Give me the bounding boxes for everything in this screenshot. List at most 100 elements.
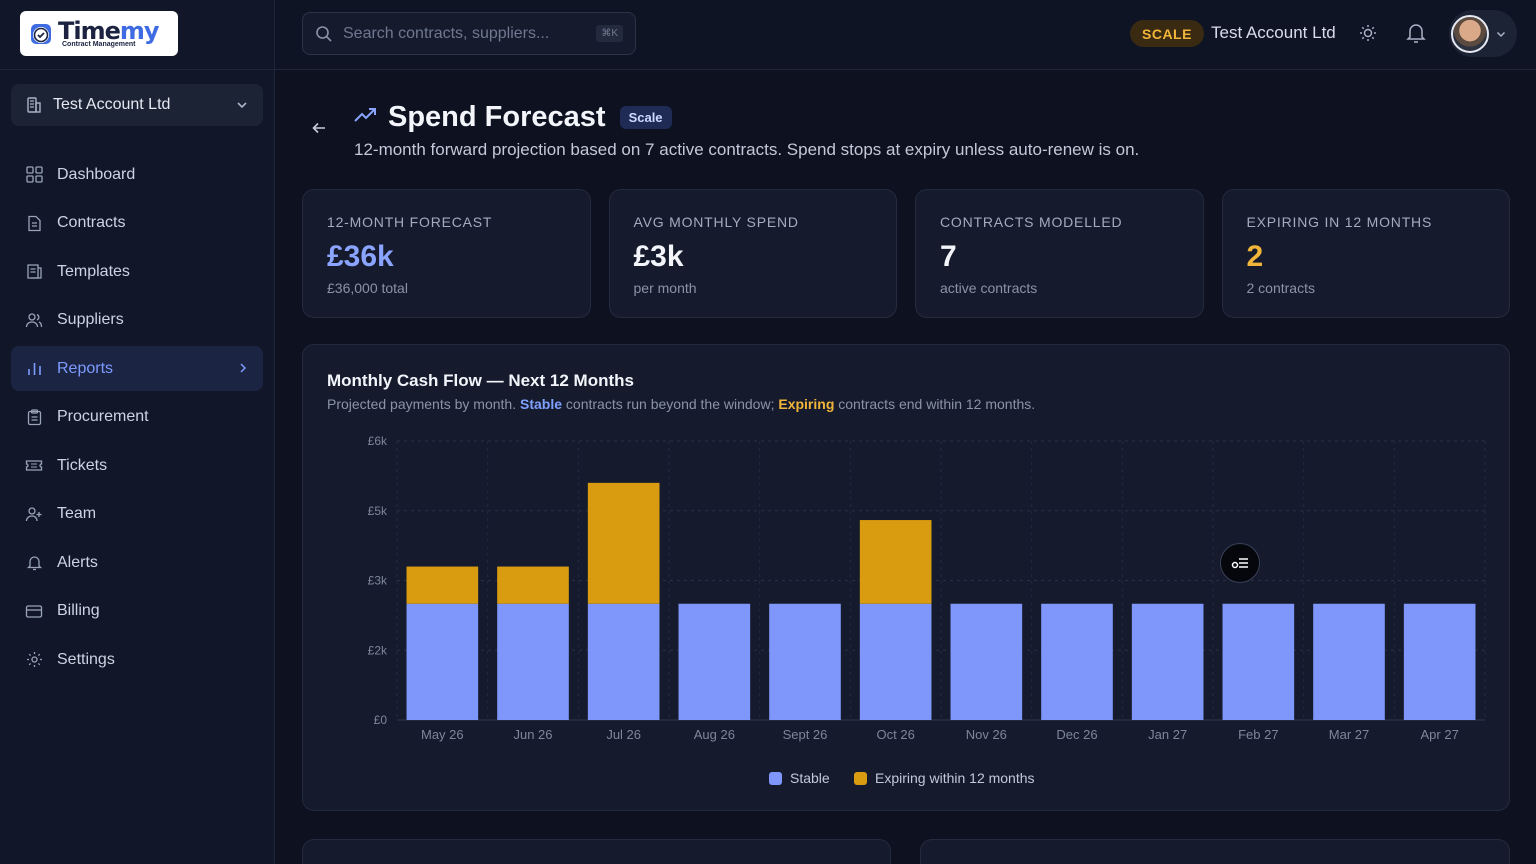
bar-stable — [859, 603, 932, 720]
topbar-account-name: Test Account Ltd — [1211, 23, 1336, 42]
chevron-right-icon — [237, 361, 249, 377]
summary-cards: 12-MONTH FORECAST £36k £36,000 total AVG… — [302, 189, 1510, 318]
ticket-icon — [25, 457, 43, 475]
stat-value: 7 — [940, 240, 957, 273]
page-subtitle: 12-month forward projection based on 7 a… — [354, 140, 1140, 159]
x-tick-label: Nov 26 — [966, 727, 1007, 742]
plan-badge: SCALE — [1130, 20, 1204, 47]
bottom-card-left — [302, 839, 891, 864]
y-tick-label: £0 — [374, 713, 388, 727]
bar-stable — [497, 603, 569, 720]
bar-expiring — [859, 520, 932, 604]
card-icon — [25, 602, 43, 620]
back-arrow-icon[interactable] — [311, 119, 327, 142]
sidebar-item-settings[interactable]: Settings — [11, 637, 263, 682]
user-menu-button[interactable] — [1449, 10, 1517, 57]
search-shortcut-hint: ⌘K — [596, 25, 623, 42]
legend-label: Expiring within 12 months — [875, 770, 1035, 786]
bar-expiring — [587, 482, 660, 604]
users-icon — [25, 311, 43, 329]
sidebar-item-dashboard[interactable]: Dashboard — [11, 152, 263, 197]
legend-swatch — [769, 772, 782, 785]
x-tick-label: May 26 — [421, 727, 464, 742]
bar-stable — [678, 603, 751, 720]
stat-label: CONTRACTS MODELLED — [940, 214, 1123, 230]
stat-value: £3k — [633, 240, 684, 273]
x-tick-label: Jan 27 — [1148, 727, 1187, 742]
sidebar-item-billing[interactable]: Billing — [11, 589, 263, 634]
gear-icon — [25, 651, 43, 669]
sidebar-item-label: Reports — [57, 359, 114, 377]
topbar: ⌘K SCALE Test Account Ltd — [275, 0, 1536, 70]
main-content: Spend Forecast Scale 12-month forward pr… — [275, 71, 1536, 864]
sidebar-item-team[interactable]: Team — [11, 492, 263, 537]
stat-value: 2 — [1246, 240, 1264, 273]
y-tick-label: £2k — [368, 643, 388, 657]
sidebar-item-alerts[interactable]: Alerts — [11, 540, 263, 585]
bar-stable — [1403, 603, 1476, 720]
search-box[interactable]: ⌘K — [302, 12, 636, 55]
x-tick-label: Oct 26 — [877, 727, 915, 742]
stat-subtext: 2 contracts — [1246, 280, 1315, 296]
logo-wordmark: Timemy — [58, 17, 160, 45]
stat-card-forecast: 12-MONTH FORECAST £36k £36,000 total — [302, 189, 591, 318]
chart-title: Monthly Cash Flow — Next 12 Months — [327, 371, 634, 390]
clipboard-icon — [25, 408, 43, 426]
legend-label: Stable — [790, 770, 830, 786]
stat-card-avg-monthly: AVG MONTHLY SPEND £3k per month — [608, 189, 897, 318]
sidebar-item-suppliers[interactable]: Suppliers — [11, 298, 263, 343]
sidebar-item-label: Billing — [57, 602, 100, 619]
bar-stable — [769, 603, 841, 720]
bar-stable — [406, 603, 479, 720]
account-switcher[interactable]: Test Account Ltd — [11, 84, 263, 126]
avatar — [1451, 14, 1489, 53]
sidebar-item-tickets[interactable]: Tickets — [11, 443, 263, 488]
sidebar-item-procurement[interactable]: Procurement — [11, 395, 263, 440]
x-tick-label: Sept 26 — [783, 727, 828, 742]
sidebar-item-label: Alerts — [57, 553, 98, 571]
sidebar-item-label: Templates — [57, 262, 130, 280]
x-tick-label: Jul 26 — [606, 727, 641, 742]
sidebar-nav: Dashboard Contracts Templates Suppliers … — [0, 152, 274, 682]
search-input[interactable] — [343, 24, 587, 43]
bar-stable — [1131, 603, 1204, 720]
stat-subtext: active contracts — [940, 280, 1038, 296]
logo-check-icon — [31, 23, 51, 44]
x-tick-label: Jun 26 — [513, 727, 552, 742]
sidebar-item-label: Settings — [57, 650, 115, 668]
stat-subtext: per month — [633, 280, 697, 296]
grid-icon — [25, 166, 43, 184]
app-logo[interactable]: Timemy Contract Management — [20, 11, 178, 56]
sidebar-item-label: Contracts — [57, 214, 126, 231]
chevron-down-icon — [237, 102, 247, 109]
theme-toggle-sun-icon[interactable] — [1357, 22, 1379, 44]
stat-card-contracts-modelled: CONTRACTS MODELLED 7 active contracts — [915, 189, 1204, 318]
sidebar-item-contracts[interactable]: Contracts — [11, 201, 263, 246]
floating-menu-button[interactable] — [1220, 543, 1260, 583]
user-plus-icon — [25, 505, 43, 523]
expiring-keyword: Expiring — [778, 396, 835, 412]
account-name: Test Account Ltd — [53, 96, 171, 113]
x-tick-label: Apr 27 — [1421, 727, 1459, 742]
bar-stable — [1041, 603, 1113, 720]
stat-label: AVG MONTHLY SPEND — [633, 214, 799, 230]
sidebar-item-reports[interactable]: Reports — [11, 346, 263, 391]
notifications-bell-icon[interactable] — [1405, 22, 1427, 44]
bar-chart-icon — [25, 360, 43, 378]
templates-icon — [25, 263, 43, 281]
bar-stable — [587, 603, 660, 720]
chevron-down-icon — [1496, 31, 1506, 37]
plan-pill: Scale — [619, 106, 672, 129]
sidebar-item-templates[interactable]: Templates — [11, 249, 263, 294]
x-tick-label: Mar 27 — [1329, 727, 1369, 742]
logo-subtitle: Contract Management — [62, 41, 136, 48]
bell-icon — [25, 554, 43, 572]
trending-up-icon — [354, 106, 378, 129]
search-icon — [316, 25, 332, 42]
sidebar-item-label: Team — [57, 505, 97, 522]
legend-swatch — [854, 772, 867, 785]
y-tick-label: £3k — [368, 574, 388, 588]
document-icon — [25, 214, 43, 232]
bar-expiring — [406, 566, 479, 604]
cash-flow-chart: £0 £2k £3k £5k £6k May 26 Jun 26 Jul 26 Aug 26 Se… — [368, 434, 1486, 786]
